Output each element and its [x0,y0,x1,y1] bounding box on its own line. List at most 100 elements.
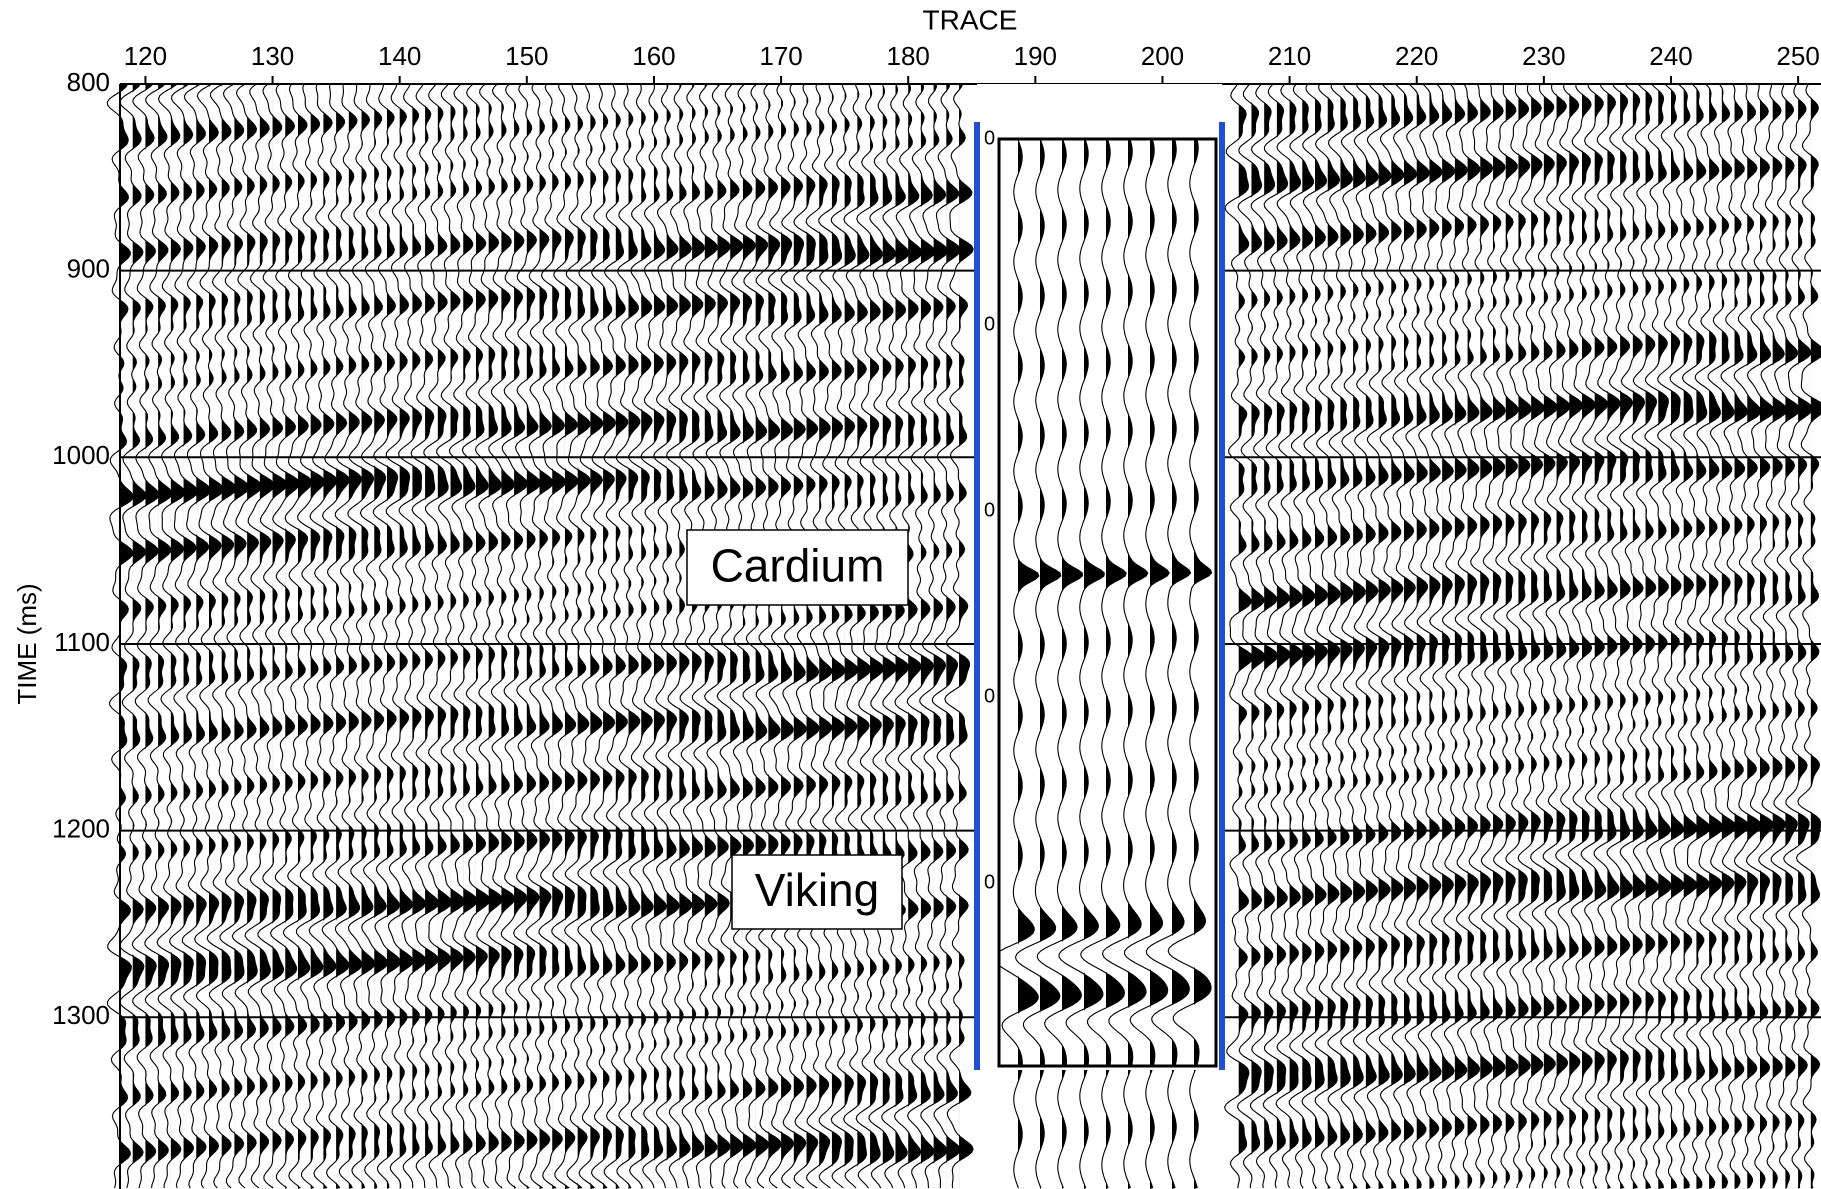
wiggle-trace [993,83,1040,1189]
wiggle-fill [768,84,782,1189]
wiggle-fill [1480,84,1493,1189]
wiggles [106,83,1821,1189]
wiggle-trace [244,83,275,1189]
x-tick-label: 160 [632,41,675,71]
wiggle-trace [1454,83,1481,1189]
wiggle-trace [704,83,731,1189]
wiggle-fill [781,84,794,1189]
wiggle-fill [679,84,692,1189]
wiggle-trace [231,83,263,1189]
wiggle-trace [805,83,833,1189]
wiggle-trace [1352,83,1379,1189]
wiggle-trace [666,83,693,1189]
x-tick-label: 150 [505,41,548,71]
wiggle-trace [525,83,554,1189]
x-tick-label: 180 [887,41,930,71]
wiggle-trace [1058,83,1105,1189]
wiggle-trace [1441,83,1468,1189]
wiggle-trace [423,83,453,1189]
wiggle-fill [1632,84,1646,1189]
wiggle-fill [285,84,300,1189]
inset-mask-left [977,122,999,1068]
wiggle-trace [1467,83,1494,1189]
wiggle-trace [691,83,718,1189]
wiggle-fill [272,84,287,1189]
wiggle-trace [257,83,288,1189]
wiggle-fill [1759,84,1775,1189]
wiggle-trace [1555,83,1584,1189]
annotation-box [731,854,903,930]
wiggle-fill [1683,84,1698,1189]
wiggle-fill [526,84,541,1189]
wiggle-trace [1681,83,1711,1189]
x-tick-label: 130 [251,41,294,71]
wiggle-fill [310,84,325,1189]
wiggle-fill [946,84,961,1189]
inset-tick-label: 0 [984,499,995,521]
wiggle-trace [944,83,974,1189]
wiggle-fill [1238,84,1253,1189]
wiggle-fill [488,84,503,1189]
wiggle-trace [513,83,542,1189]
wiggle-fill [361,84,375,1189]
axes: 800 900 1000 1100 1200 1300 120 130 140 150 160 170… [52,41,1821,1189]
wiggle-fill [755,84,769,1189]
wiggle-trace [564,83,591,1189]
wiggle-fill [1172,84,1191,1189]
wiggle-fill [1378,84,1391,1189]
x-tick-label: 240 [1649,41,1692,71]
wiggle-fill [132,84,147,1189]
wiggle-trace [906,83,936,1189]
wiggle-fill [297,84,313,1189]
wiggle-fill [475,84,490,1189]
wiggle-trace [436,83,465,1189]
wiggle-fill [1302,84,1315,1189]
wiggle-fill [221,84,237,1189]
wiggle-fill [1493,84,1506,1189]
wiggle-trace [1758,83,1788,1189]
wiggle-trace [1770,83,1801,1189]
inset-mask-bottom [977,1066,1222,1070]
annotation-box [686,529,909,606]
y-tick-label: 1100 [54,627,110,657]
wiggle-trace [1480,83,1506,1189]
wiggle-trace [1365,83,1392,1189]
wiggle-fill [425,84,439,1189]
wiggle-trace [793,83,820,1189]
x-tick-label: 200 [1141,41,1184,71]
wiggle-trace [602,83,629,1189]
wiggle-trace [1416,83,1443,1189]
wiggle-fill [1106,84,1127,1189]
wiggle-fill [1581,84,1596,1189]
wiggle-trace [1236,83,1266,1188]
wiggle-trace [206,83,237,1189]
wiggle-fill [1315,84,1328,1189]
x-tick-label: 190 [1014,41,1057,71]
wiggle-fill [1194,84,1212,1189]
wiggle-trace [1567,83,1596,1189]
wiggle-trace [194,83,225,1189]
wiggle-trace [1314,83,1341,1189]
wiggle-fill [1721,84,1736,1189]
wiggle-trace [1542,83,1571,1189]
wiggle-trace [653,83,680,1189]
wiggle-fill [1772,84,1787,1189]
wiggle-trace [679,83,705,1189]
inset-tick-label: 0 [984,685,995,707]
wiggle-fill [1607,84,1621,1189]
wiggle-trace [398,83,427,1188]
wiggle-fill [1696,84,1711,1189]
x-tick-label: 140 [378,41,421,71]
wiggle-fill [1391,84,1404,1189]
y-axis-title: TIME (ms) [12,583,42,704]
wiggle-fill [653,84,667,1189]
wiggle-fill [234,84,249,1189]
wiggle-trace [1123,83,1170,1189]
wiggle-fill [1327,84,1341,1189]
wiggle-trace [716,83,744,1189]
wiggle-fill [1734,84,1749,1189]
wiggle-trace [359,83,389,1189]
wiggle-fill [628,84,640,1189]
wiggle-fill [641,84,654,1189]
